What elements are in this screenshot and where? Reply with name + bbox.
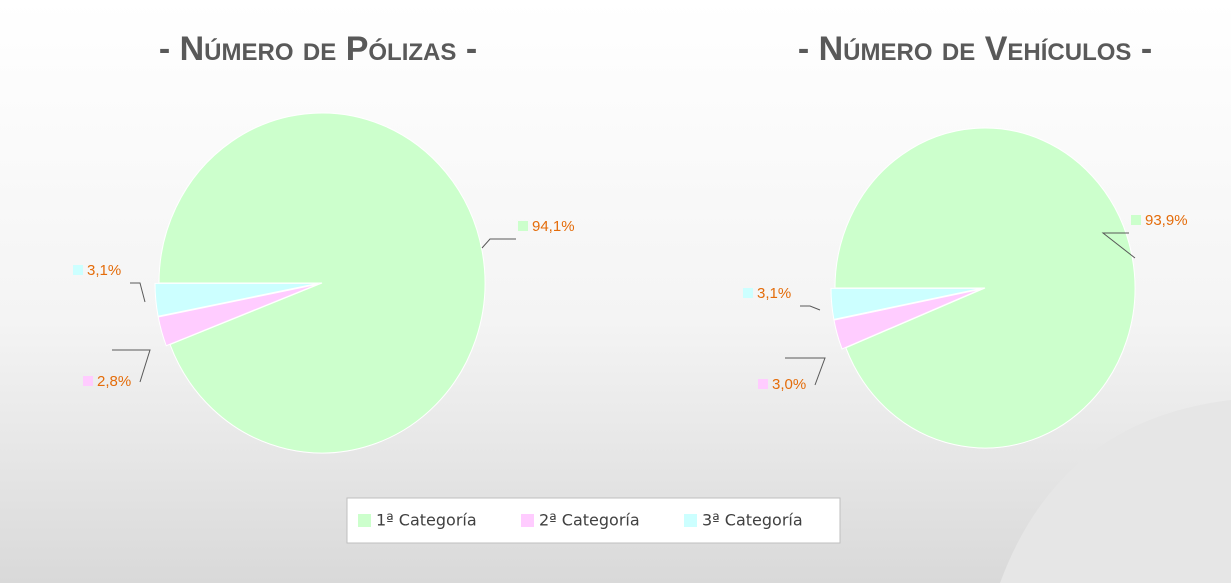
legend-label: 3ª Categoría: [702, 511, 803, 530]
value-label: 2,8%: [97, 373, 131, 390]
value-label: 3,0%: [772, 376, 806, 393]
leader-line: [800, 305, 821, 311]
label-key: [73, 265, 83, 275]
label-key: [83, 376, 93, 386]
legend-box: [346, 497, 841, 544]
value-label: 3,1%: [87, 262, 121, 279]
pie-slice: [157, 283, 319, 347]
label-key: [743, 288, 753, 298]
label-key: [1131, 215, 1141, 225]
value-label: 93,9%: [1145, 212, 1188, 229]
pie-slice: [158, 112, 486, 454]
value-label: 94,1%: [532, 218, 575, 235]
watermark: [1000, 400, 1231, 583]
chart-title: - Número de Pólizas -: [159, 30, 477, 68]
legend-label: 2ª Categoría: [539, 511, 640, 530]
value-label: 3,1%: [757, 285, 791, 302]
leader-line: [130, 282, 146, 303]
pie-slice: [830, 287, 982, 320]
legend-label: 1ª Categoría: [376, 511, 477, 530]
leader-line: [1101, 232, 1136, 259]
pie-slice: [833, 288, 982, 350]
legend-swatch: [521, 514, 534, 527]
leader-line: [785, 357, 826, 386]
pie-slice: [154, 282, 319, 317]
label-key: [518, 221, 528, 231]
label-key: [758, 379, 768, 389]
legend-swatch: [358, 514, 371, 527]
leader-line: [112, 349, 151, 383]
legend-swatch: [684, 514, 697, 527]
pie-slice: [834, 127, 1136, 449]
chart-title: - Número de Vehículos -: [798, 30, 1152, 68]
leader-line: [481, 238, 516, 249]
